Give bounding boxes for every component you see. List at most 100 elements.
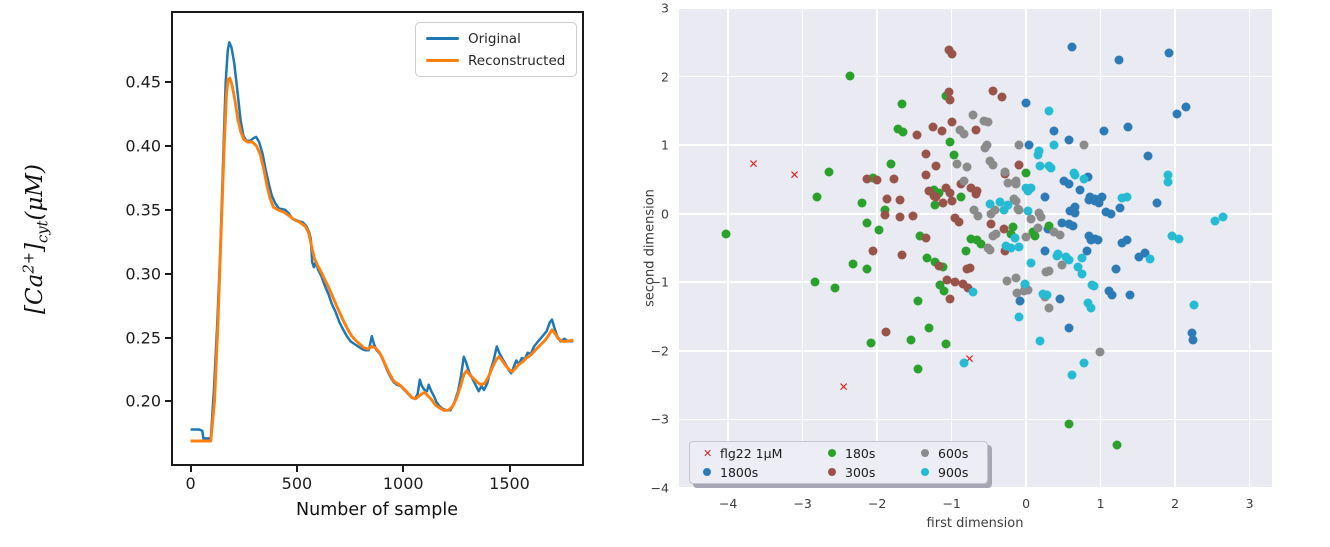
scatter-point xyxy=(1000,167,1010,177)
legend-item-300s: 300s xyxy=(828,464,921,480)
line-chart-plot-area xyxy=(171,11,584,466)
y-tick-label: 0.20 xyxy=(125,391,161,411)
gridline xyxy=(679,487,1272,488)
scatter-point xyxy=(897,99,907,109)
legend-label: 1800s xyxy=(720,464,759,480)
scatter-point xyxy=(962,162,972,172)
gridline xyxy=(727,8,729,488)
x-tick-mark xyxy=(402,466,405,472)
scatter-point xyxy=(1014,140,1024,150)
scatter-point xyxy=(1021,232,1031,242)
scatter-point xyxy=(1064,323,1074,333)
scatter-point xyxy=(1030,231,1040,241)
y-axis-label: second dimension xyxy=(642,189,658,307)
line-chart-series-svg xyxy=(190,41,574,443)
line-original xyxy=(190,41,574,440)
scatter-point xyxy=(976,239,986,249)
scatter-point xyxy=(1021,168,1031,178)
scatter-point xyxy=(862,218,872,228)
scatter-point xyxy=(1023,285,1033,295)
scatter-point xyxy=(1011,179,1021,189)
scatter-point xyxy=(1044,221,1053,231)
scatter-point xyxy=(886,159,896,169)
original-line-swatch xyxy=(426,36,459,41)
x-tick-label: 0 xyxy=(1022,496,1031,511)
scatter-point xyxy=(1026,183,1036,193)
scatter-point xyxy=(1008,222,1018,232)
legend-item-reconstructed: Reconstructed xyxy=(426,53,576,69)
scatter-point xyxy=(1010,233,1020,243)
scatter-point xyxy=(1055,294,1065,304)
scatter-x-marker: ✕ xyxy=(748,156,759,171)
gridline xyxy=(1248,8,1251,488)
scatter-point xyxy=(947,196,957,206)
scatter-point xyxy=(952,159,962,169)
y-tick-mark xyxy=(165,272,171,275)
scatter-point xyxy=(1152,198,1162,208)
scatter-point xyxy=(985,245,995,255)
legend-item-180s: 180s xyxy=(828,445,921,461)
scatter-point xyxy=(938,262,948,272)
scatter-point xyxy=(972,186,982,196)
gridline xyxy=(801,8,804,488)
legend-label: Original xyxy=(468,30,521,47)
scatter-point xyxy=(1122,235,1132,245)
scatter-point xyxy=(988,86,998,96)
scatter-point xyxy=(1042,290,1052,300)
scatter-point xyxy=(947,117,957,127)
scatter-point xyxy=(915,231,925,241)
y-tick-label: 0.35 xyxy=(125,200,161,220)
scatter-point xyxy=(921,149,931,159)
scatter-point xyxy=(848,259,858,269)
scatter-point xyxy=(942,275,952,285)
gridline xyxy=(679,144,1272,146)
scatter-point xyxy=(1084,195,1094,205)
y-tick-label: 0.25 xyxy=(125,328,161,347)
scatter-point xyxy=(934,261,944,271)
legend-label: 300s xyxy=(845,464,876,480)
x-tick-label: 1 xyxy=(1096,496,1105,511)
y-tick-label: 2 xyxy=(661,69,669,85)
scatter-point xyxy=(1023,206,1033,216)
scatter-point xyxy=(1021,98,1031,108)
x-axis-label: Number of sample xyxy=(296,500,458,520)
scatter-point xyxy=(958,279,968,289)
scatter-point xyxy=(921,170,931,180)
scatter-point xyxy=(963,283,973,293)
scatter-point xyxy=(1084,231,1094,241)
scatter-point xyxy=(1086,303,1096,313)
y-tick-label: 3 xyxy=(661,0,669,16)
scatter-point xyxy=(969,205,979,215)
y-tick-mark xyxy=(165,400,171,403)
y-tick-mark xyxy=(165,208,171,211)
legend-item-900s: 900s xyxy=(921,464,994,480)
scatter-point xyxy=(1014,160,1024,170)
scatter-point xyxy=(906,335,916,345)
legend-label: 180s xyxy=(845,445,876,461)
dot-marker-icon xyxy=(828,468,836,476)
scatter-x-marker: ✕ xyxy=(964,352,975,367)
scatter-point xyxy=(1140,248,1150,258)
scatter-point xyxy=(955,125,965,135)
scatter-point xyxy=(959,358,969,367)
scatter-point xyxy=(1079,358,1089,367)
scatter-point xyxy=(980,143,990,153)
scatter-point xyxy=(1055,230,1065,240)
scatter-point xyxy=(1167,231,1177,241)
scatter-point xyxy=(1020,279,1030,289)
scatter-point xyxy=(971,125,980,135)
scatter-point xyxy=(1040,192,1050,202)
legend-item-1800s: 1800s xyxy=(703,464,828,480)
y-tick-label: −1 xyxy=(650,274,669,290)
scatter-point xyxy=(921,233,931,243)
scatter-point xyxy=(1041,267,1051,277)
scatter-point xyxy=(966,234,976,244)
scatter-point xyxy=(1064,179,1074,189)
legend-label: Reconstructed xyxy=(468,52,566,69)
y-tick-label: 0.30 xyxy=(125,264,161,284)
x-tick-label: −1 xyxy=(942,496,961,511)
scatter-point xyxy=(922,253,932,263)
scatter-point xyxy=(1077,253,1087,263)
scatter-x-marker: ✕ xyxy=(838,379,849,394)
y-tick-label: −2 xyxy=(650,343,669,359)
